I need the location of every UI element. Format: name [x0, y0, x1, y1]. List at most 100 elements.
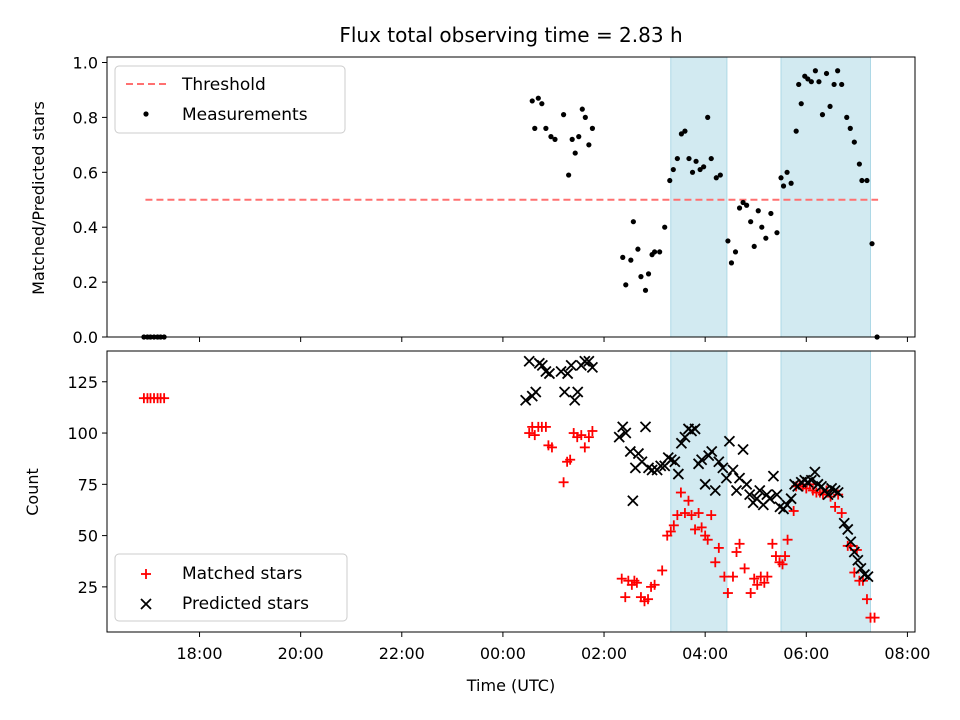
legend-matched-marker [141, 569, 151, 579]
measurement-point [628, 257, 634, 263]
predicted-star-marker [720, 472, 733, 484]
predicted-star-marker [695, 454, 708, 466]
top-y-tick-label: 1.0 [73, 53, 98, 72]
predicted-star-marker [561, 367, 574, 380]
measurement-point [589, 125, 596, 131]
matched-star-marker [690, 524, 701, 535]
matched-star-marker [719, 571, 730, 582]
predicted-star-marker [706, 445, 718, 458]
matched-star-marker [159, 393, 170, 404]
legend-measurements-label: Measurements [182, 105, 308, 125]
matched-star-marker [752, 579, 763, 590]
predicted-star-marker [543, 367, 556, 380]
matched-star-marker [749, 573, 760, 584]
matched-star-marker [762, 571, 773, 582]
measurement-point [793, 128, 799, 134]
bottom-x-axis-ticks: 18:00 20:00 22:00 00:00 02:00 04:00 06:00 08:00 [176, 632, 930, 663]
predicted-star-marker [771, 488, 783, 501]
matched-star-marker [780, 551, 791, 562]
measurement-point [856, 161, 862, 167]
measurement-point [701, 164, 707, 170]
measurement-point [569, 136, 575, 142]
predicted-star-marker [723, 435, 736, 447]
measurement-point [645, 271, 652, 277]
measurement-point [579, 106, 585, 112]
measurement-point [642, 287, 649, 293]
measurement-point [732, 249, 739, 255]
measurement-point [751, 243, 757, 250]
predicted-star-marker [620, 427, 632, 439]
top-y-tick-label: 0.6 [73, 163, 98, 182]
matched-star-marker [565, 454, 576, 465]
predicted-star-marker [727, 464, 739, 476]
predicted-star-markers [520, 355, 874, 583]
x-tick-label: 02:00 [581, 644, 627, 663]
predicted-star-marker [709, 484, 721, 497]
matched-star-marker [836, 508, 847, 519]
x-tick-label: 18:00 [176, 644, 222, 663]
matched-star-marker [579, 442, 590, 453]
bottom-plot-frame [106, 350, 916, 633]
matched-star-marker [672, 510, 683, 521]
measurement-point [586, 142, 592, 148]
predicted-star-marker [699, 478, 711, 490]
predicted-star-marker [842, 523, 854, 536]
predicted-star-marker [838, 517, 850, 529]
measurement-point [819, 112, 826, 118]
legend-matched-swatch [141, 569, 151, 579]
predicted-star-marker [555, 365, 567, 378]
predicted-star-marker [565, 359, 577, 371]
measurement-point [682, 128, 688, 134]
bottom-y-tick-label: 25 [78, 578, 98, 597]
matched-star-marker [587, 425, 598, 436]
matched-star-marker [679, 508, 690, 519]
predicted-star-marker [579, 355, 591, 367]
matched-star-marker [665, 526, 676, 537]
predicted-star-marker [717, 462, 729, 474]
predicted-star-marker [672, 468, 685, 480]
measurement-point [748, 219, 754, 225]
matched-star-marker [745, 588, 756, 599]
measurement-point [686, 155, 692, 162]
measurement-point [638, 274, 644, 280]
top-legend: Threshold Measurements [114, 65, 346, 134]
matched-star-marker [702, 534, 713, 545]
bottom-legend: Matched stars Predicted stars [114, 553, 348, 622]
measurement-point [805, 76, 811, 82]
matched-star-marker [731, 547, 742, 558]
measurement-point [839, 81, 845, 88]
measurement-point [560, 112, 567, 118]
measurement-point [827, 103, 833, 110]
measurement-point [740, 199, 746, 206]
measurement-point [630, 219, 636, 225]
bottom-y-tick-label: 75 [78, 475, 98, 494]
measurement-point [851, 139, 857, 145]
predicted-star-marker [624, 445, 636, 458]
measurement-point [847, 125, 853, 131]
predicted-star-marker [764, 493, 776, 505]
predicted-star-marker [781, 499, 793, 511]
predicted-star-marker [632, 447, 645, 460]
predicted-star-marker [558, 386, 571, 398]
measurement-point [796, 81, 802, 88]
matched-star-marker [861, 594, 872, 605]
matched-star-marker [706, 510, 717, 521]
bottom-y-axis-label: Count [23, 468, 42, 516]
predicted-star-marker [785, 493, 797, 505]
measurement-point [831, 81, 837, 88]
predicted-star-marker [862, 570, 874, 583]
measurement-point [623, 282, 629, 288]
matched-star-marker [734, 538, 745, 549]
measurement-point [835, 68, 841, 74]
measurement-point [736, 205, 743, 211]
predicted-star-marker [675, 437, 688, 449]
predicted-star-marker [848, 546, 860, 558]
top-x-axis-ticks [199, 337, 908, 342]
measurement-point [572, 150, 578, 156]
x-tick-label: 06:00 [783, 644, 829, 663]
predicted-star-marker [832, 486, 844, 499]
measurement-point [759, 224, 765, 230]
measurement-point [532, 125, 538, 131]
x-tick-label: 00:00 [480, 644, 526, 663]
